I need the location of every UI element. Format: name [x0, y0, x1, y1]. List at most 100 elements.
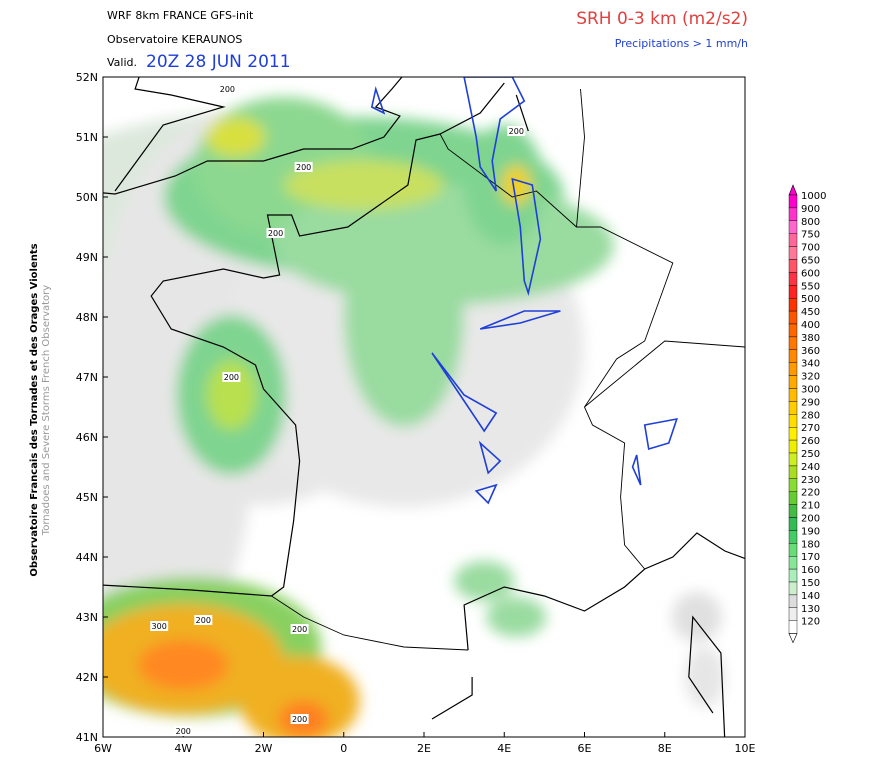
colorbar-box: [788, 452, 798, 467]
colorbar-label: 800: [801, 217, 820, 228]
contour-label: 200: [194, 615, 213, 625]
colorbar-box: [788, 336, 798, 350]
contour-label: 200: [294, 162, 313, 172]
colorbar-box: [788, 504, 798, 518]
srh-blob: [684, 647, 725, 707]
precip-contour: [370, 86, 386, 115]
coastline: [439, 82, 505, 135]
colorbar-label: 250: [801, 449, 820, 460]
colorbar-box: [788, 310, 798, 325]
colorbar-label: 150: [801, 578, 820, 589]
srh-blob: [138, 640, 229, 690]
colorbar-label: 290: [801, 397, 820, 408]
srh-blob: [206, 360, 257, 430]
colorbar-label: 140: [801, 591, 820, 602]
colorbar-box: [788, 530, 798, 544]
contour-label-bg: [507, 126, 526, 136]
srh-blob: [501, 165, 532, 205]
contour-label-text: 200: [196, 616, 211, 625]
contour-label-text: 300: [152, 622, 167, 631]
precip-contour: [478, 440, 502, 475]
precip-contours: [370, 77, 678, 505]
coastline: [463, 532, 745, 651]
colorbar-label: 750: [801, 230, 820, 241]
colorbar-label: 200: [801, 514, 820, 525]
colorbar-label: 210: [801, 501, 820, 512]
colorbar-label: 400: [801, 320, 820, 331]
border: [584, 340, 745, 408]
precip-contour: [511, 177, 542, 296]
colorbar-box: [788, 401, 798, 415]
srh-blob: [283, 160, 444, 210]
lat-label: 41N: [76, 731, 98, 744]
lon-label: 6W: [94, 742, 112, 755]
contour-label: 200: [174, 726, 193, 736]
contour-label-text: 200: [220, 85, 235, 94]
contour-label-bg: [294, 162, 313, 172]
colorbar-box: [788, 285, 798, 299]
colorbar-box: [788, 272, 798, 286]
lon-label: 2E: [417, 742, 431, 755]
colorbar-box: [788, 427, 798, 441]
contour-label: 200: [218, 84, 237, 94]
srh-blob: [454, 561, 515, 601]
colorbar-box: [788, 246, 798, 260]
colorbar-box: [788, 491, 798, 505]
colorbar-box: [788, 194, 798, 209]
coastline: [515, 94, 529, 132]
colorbar-label: 450: [801, 307, 820, 318]
colorbar-label: 220: [801, 488, 820, 499]
coastline: [103, 77, 403, 195]
colorbar-label: 550: [801, 281, 820, 292]
lat-label: 51N: [76, 131, 98, 144]
colorbar-box: [788, 517, 798, 531]
lon-label: 8E: [658, 742, 672, 755]
colorbar-box: [788, 594, 798, 609]
side-text: Observatoire Francais des Tornades et de…: [29, 243, 40, 576]
coastline: [114, 77, 226, 192]
colorbar-label: 190: [801, 526, 820, 537]
colorbar-label: 240: [801, 462, 820, 473]
lat-label: 50N: [76, 191, 98, 204]
srh-blob: [239, 656, 360, 737]
contour-label: 200: [266, 228, 285, 238]
colorbar-label: 170: [801, 552, 820, 563]
colorbar-label: 500: [801, 294, 820, 305]
contour-label-bg: [174, 726, 193, 736]
colorbar-label: 280: [801, 410, 820, 421]
contour-label-text: 200: [292, 625, 307, 634]
colorbar-box: [788, 607, 798, 621]
lon-label: 2W: [255, 742, 273, 755]
contour-label-text: 200: [292, 715, 307, 724]
contour-label-bg: [218, 84, 237, 94]
colorbar-box: [788, 388, 798, 402]
lat-label: 45N: [76, 491, 98, 504]
colorbar-label: 230: [801, 475, 820, 486]
srh-blob: [205, 117, 266, 157]
colorbar-label: 380: [801, 333, 820, 344]
coastline: [431, 677, 473, 720]
colorbar-box: [788, 298, 798, 312]
colorbar-arrow: [788, 633, 798, 644]
lon-label: 0: [340, 742, 347, 755]
colorbar-arrow: [788, 184, 798, 196]
colorbar-box: [788, 465, 798, 479]
contour-label-bg: [150, 621, 169, 631]
lat-label: 47N: [76, 371, 98, 384]
colorbar-label: 260: [801, 436, 820, 447]
precip-contour: [474, 483, 498, 505]
colorbar-box: [788, 568, 798, 583]
colorbar-box: [788, 543, 798, 557]
colorbar-label: 270: [801, 423, 820, 434]
colorbar-box: [788, 375, 798, 389]
lat-label: 48N: [76, 311, 98, 324]
lat-label: 49N: [76, 251, 98, 264]
colorbar-box: [788, 207, 798, 221]
parameter-title: SRH 0-3 km (m2/s2): [576, 9, 748, 29]
colorbar-label: 340: [801, 359, 820, 370]
colorbar-box: [788, 323, 798, 338]
colorbar-label: 320: [801, 372, 820, 383]
contour-label-bg: [290, 624, 309, 634]
lat-label: 46N: [76, 431, 98, 444]
